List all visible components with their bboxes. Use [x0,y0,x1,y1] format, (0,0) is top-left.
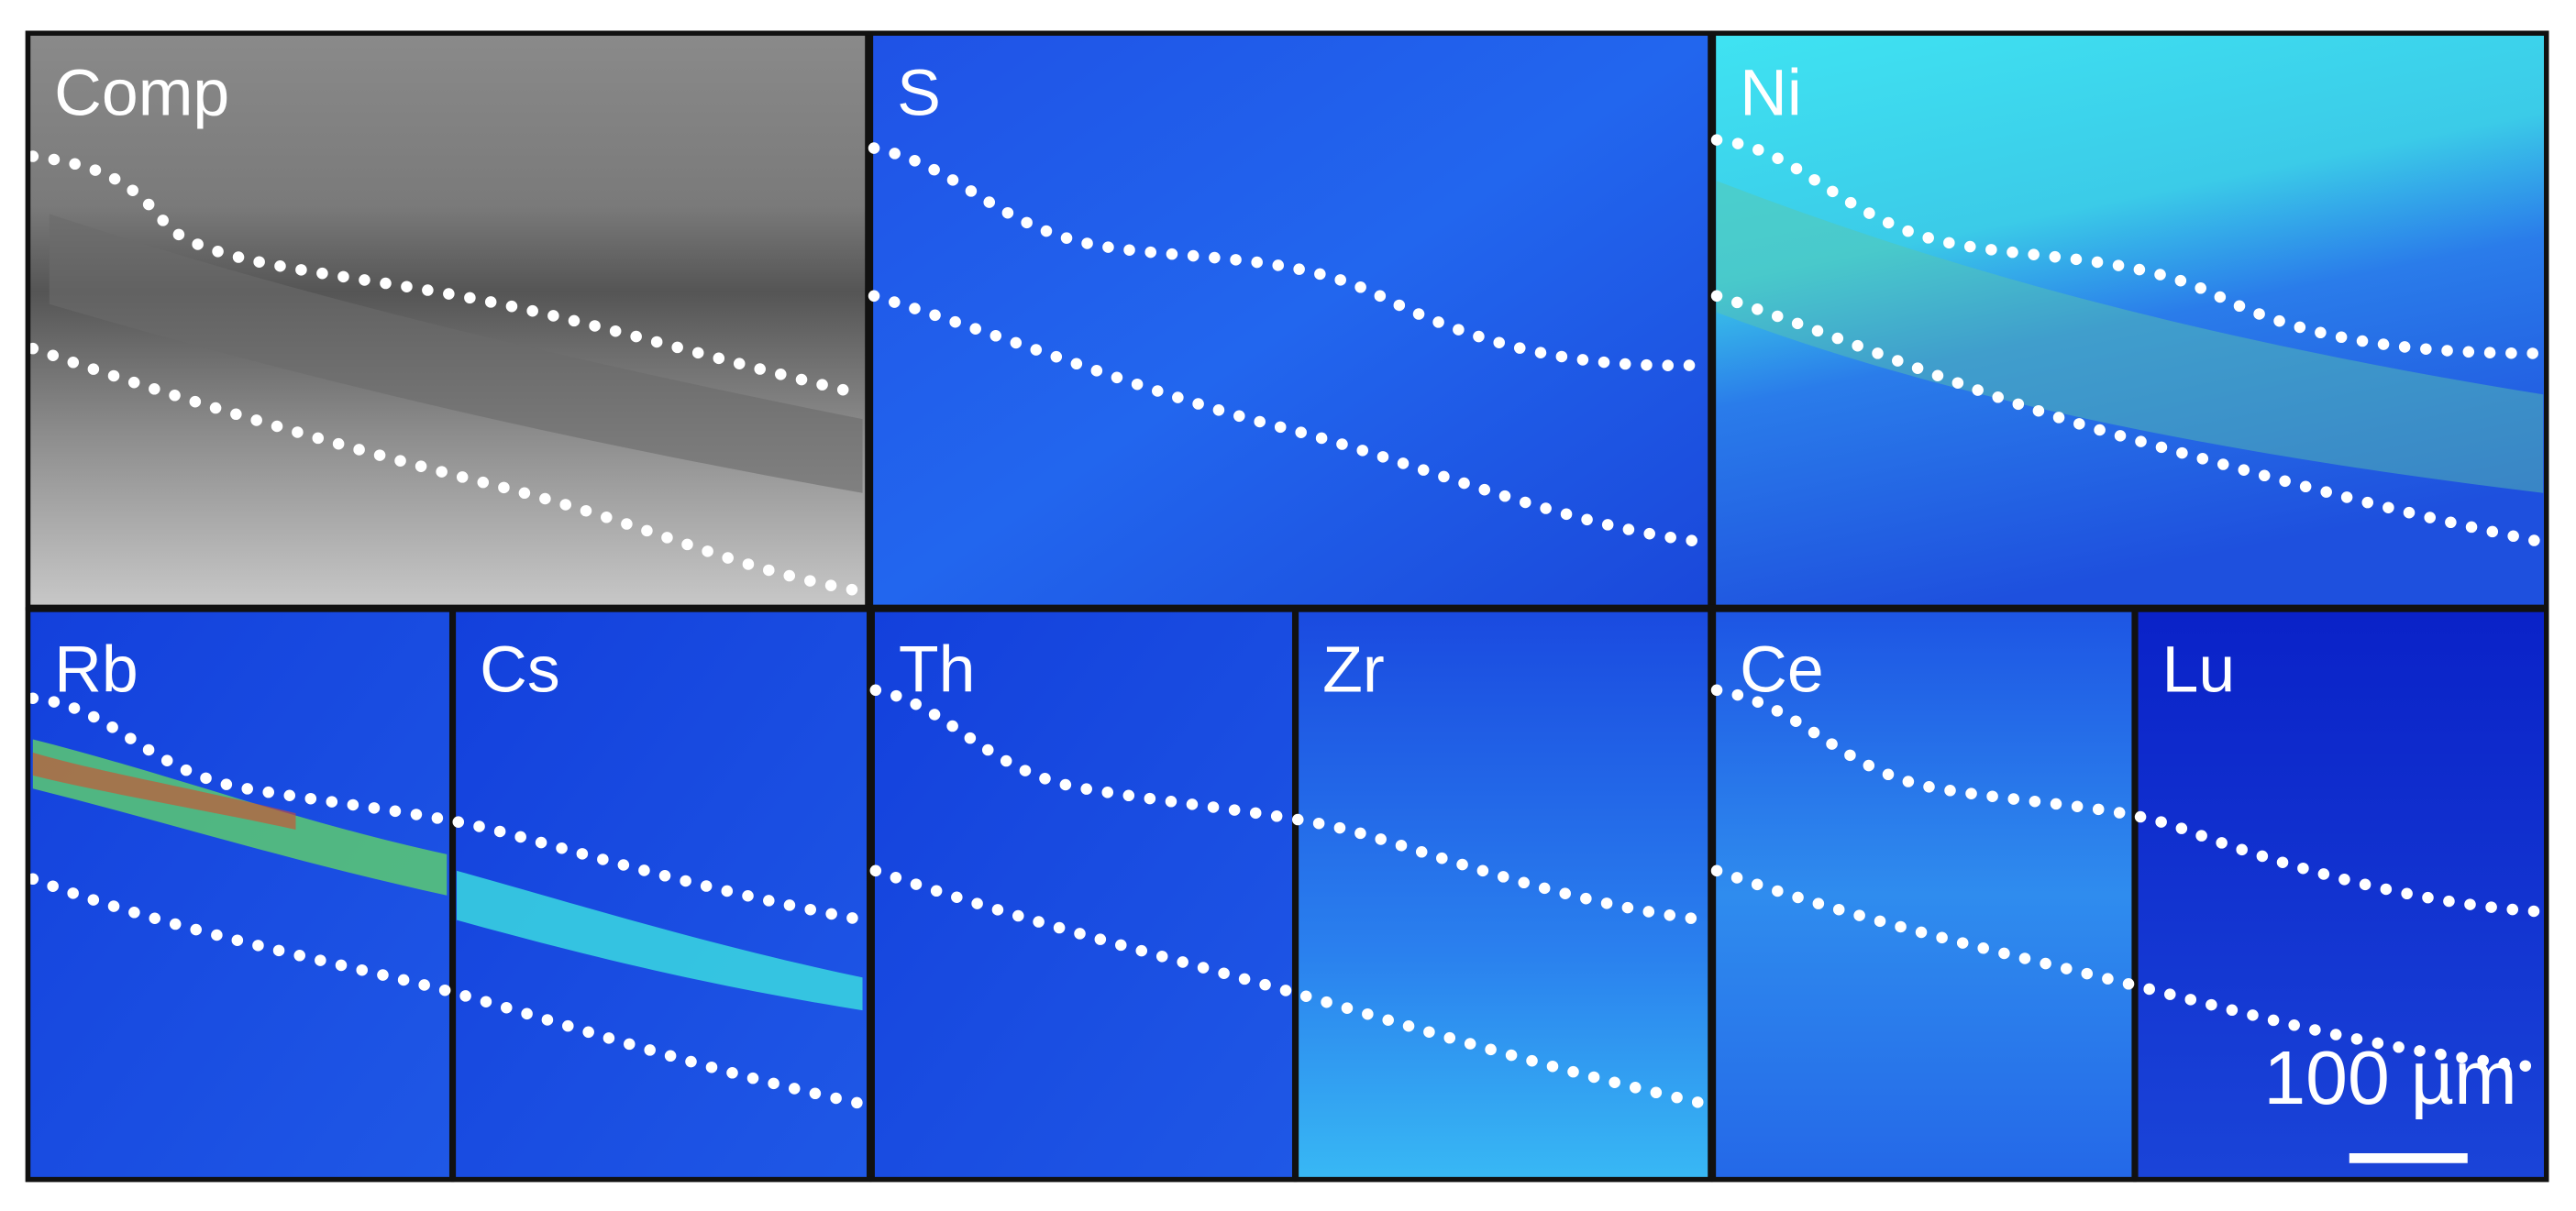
panel-label: Ni [1740,57,1802,130]
panel-label: Th [899,633,976,707]
scale-bar-label: 100 µm [2263,1036,2516,1120]
panel-labels: Comp S Ni Rb Cs Th Zr Ce Lu [54,57,2235,707]
map-panel [1710,607,2137,1183]
panel-label: Zr [1322,633,1385,707]
panel-label: Cs [480,633,560,707]
panel-label: Rb [54,633,138,707]
panel-label: Comp [54,57,229,130]
bands [32,181,2544,1011]
map-panel [869,607,1298,1183]
dotted-boundaries [27,134,2549,1110]
map-panel [25,607,455,1183]
panel-label: Lu [2162,633,2236,707]
panel-label: Ce [1740,633,1824,707]
panels [25,30,2549,1183]
panel-label: S [897,57,941,130]
